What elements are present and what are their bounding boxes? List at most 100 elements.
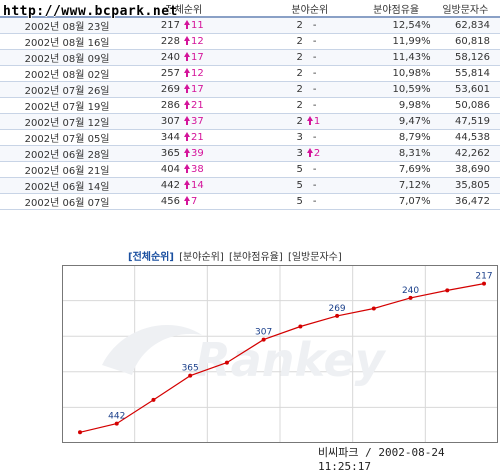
header-total-rank: 전체순위 (109, 0, 259, 18)
cell-value: 11,43% (392, 52, 431, 63)
cell-value: - (312, 132, 317, 143)
cell-value: 240 (160, 52, 180, 63)
rank-change-value: 12 (191, 36, 204, 47)
up-arrow-icon (184, 180, 190, 189)
rankey-logo-watermark: Rankey (195, 333, 386, 387)
cell-value: 3 (296, 148, 303, 159)
cell-value: 36,472 (455, 196, 490, 207)
cell-value: 8,79% (398, 132, 431, 143)
cell-value: 2 (296, 20, 303, 31)
cell-value: 217 (160, 20, 180, 31)
row-visitors: 60,818 (430, 33, 500, 50)
table-row: 2002년 06월 07일 456 7 5- 7,07% 36,472 (0, 193, 500, 210)
row-field-change: 1 (302, 113, 362, 130)
cell-value: 11,99% (392, 36, 431, 47)
row-total-change: 17 (180, 49, 259, 66)
cell-value: 2002년 07월 26일 (24, 86, 110, 97)
data-label: 217 (475, 272, 492, 282)
row-share: 9,47% (361, 113, 431, 130)
data-point (151, 397, 156, 402)
row-total-rank: 286 (109, 97, 180, 114)
row-field-rank: 5 (258, 193, 303, 210)
cell-value: 2002년 07월 12일 (24, 118, 110, 129)
data-point (482, 281, 486, 286)
row-field-rank: 2 (258, 17, 303, 34)
chart-tabs: [전체순위] [분야순위] [분야점유율] [일방문자수] (128, 248, 344, 263)
table-row: 2002년 08월 16일 228 12 2- 11,99% 60,818 (0, 33, 500, 50)
row-total-rank: 269 (109, 81, 180, 98)
row-total-change: 14 (180, 177, 259, 194)
rank-table: 전체순위 분야순위 분야점유율 일방문자수 2002년 08월 23일 217 11… (0, 0, 500, 210)
cell-value: 257 (160, 68, 180, 79)
cell-value: 344 (160, 132, 180, 143)
data-label: 269 (328, 304, 345, 314)
row-total-change: 17 (180, 81, 259, 98)
row-date: 2002년 06월 14일 (0, 177, 110, 194)
rank-change-value: 11 (191, 20, 204, 31)
row-field-rank: 2 (258, 49, 303, 66)
row-total-change: 21 (180, 129, 259, 146)
cell-value: 58,126 (455, 52, 490, 63)
row-visitors: 44,538 (430, 129, 500, 146)
rankey-logo-swoosh-icon (102, 325, 202, 375)
row-total-rank: 442 (109, 177, 180, 194)
row-field-change: - (302, 129, 362, 146)
cell-value: 10,98% (392, 68, 431, 79)
row-field-change: 2 (302, 145, 362, 162)
row-share: 11,99% (361, 33, 431, 50)
row-visitors: 36,472 (430, 193, 500, 210)
timestamp: 비씨파크 / 2002-08-24 11:25:17 (318, 446, 445, 473)
data-point (298, 324, 303, 329)
row-share: 11,43% (361, 49, 431, 66)
up-arrow-icon (306, 148, 313, 157)
cell-value: 7,12% (398, 180, 431, 191)
cell-value: 9,98% (398, 100, 431, 111)
data-point (445, 288, 450, 293)
row-visitors: 47,519 (430, 113, 500, 130)
cell-value: - (312, 164, 317, 175)
header-date (0, 0, 110, 18)
rank-change-value: 1 (313, 116, 321, 127)
cell-value: 50,086 (455, 100, 490, 111)
data-point (371, 306, 376, 311)
up-arrow-icon (184, 196, 190, 205)
row-field-rank: 2 (258, 97, 303, 114)
tab-daily-visitors[interactable]: [일방문자수] (287, 252, 342, 263)
data-point (335, 313, 340, 318)
row-field-change: - (302, 81, 362, 98)
cell-value: 307 (160, 116, 180, 127)
rank-change-value: 37 (191, 116, 204, 127)
row-field-change: - (302, 49, 362, 66)
cell-value: - (312, 100, 317, 111)
row-total-change: 11 (180, 17, 259, 34)
data-point (261, 337, 266, 342)
row-total-rank: 257 (109, 65, 180, 82)
cell-value: 2002년 06월 07일 (24, 198, 110, 209)
rank-change-value: 39 (191, 148, 204, 159)
cell-value: 2002년 08월 02일 (24, 70, 110, 81)
cell-value: 12,54% (392, 20, 431, 31)
up-arrow-icon (184, 20, 190, 29)
row-field-change: - (302, 17, 362, 34)
cell-value: 365 (160, 148, 180, 159)
tab-total-rank[interactable]: [전체순위] (128, 252, 174, 263)
row-total-change: 39 (180, 145, 259, 162)
rank-change-value: 17 (191, 84, 204, 95)
row-date: 2002년 08월 09일 (0, 49, 110, 66)
row-visitors: 50,086 (430, 97, 500, 114)
rank-change-value: 14 (191, 180, 204, 191)
tab-field-rank[interactable]: [분야순위] (179, 252, 224, 263)
table-row: 2002년 07월 12일 307 37 2 1 9,47% 47,519 (0, 113, 500, 130)
row-total-rank: 344 (109, 129, 180, 146)
row-field-rank: 2 (258, 65, 303, 82)
cell-value: 442 (160, 180, 180, 191)
row-share: 9,98% (361, 97, 431, 114)
rank-change-value: 7 (191, 196, 198, 207)
row-total-change: 21 (180, 97, 259, 114)
row-total-rank: 240 (109, 49, 180, 66)
cell-value: 286 (160, 100, 180, 111)
rank-change-value: 17 (191, 52, 204, 63)
tab-field-share[interactable]: [분야점유율] (228, 252, 283, 263)
cell-value: 2 (296, 116, 303, 127)
rank-change-value: 21 (191, 100, 204, 111)
